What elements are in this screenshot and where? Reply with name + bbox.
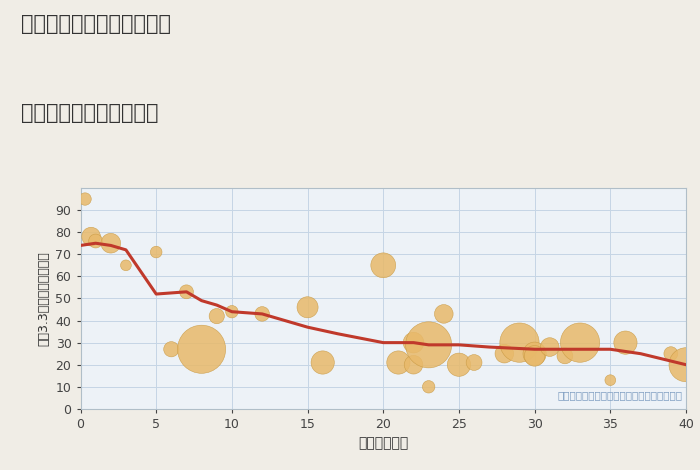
Point — [665, 350, 676, 357]
Point — [90, 237, 101, 245]
Y-axis label: 平（3.3㎡）単価（万円）: 平（3.3㎡）単価（万円） — [37, 251, 50, 346]
Point — [79, 195, 90, 203]
Point — [378, 261, 389, 269]
Point — [514, 339, 525, 346]
Point — [302, 304, 313, 311]
Point — [211, 313, 223, 320]
Point — [605, 376, 616, 384]
Point — [256, 310, 267, 318]
Point — [226, 308, 237, 315]
Point — [423, 341, 434, 349]
Point — [529, 352, 540, 360]
Point — [498, 350, 510, 357]
Point — [559, 352, 570, 360]
Point — [393, 359, 404, 366]
X-axis label: 築年数（年）: 築年数（年） — [358, 437, 408, 450]
Point — [680, 361, 692, 368]
Point — [408, 361, 419, 368]
Point — [150, 248, 162, 256]
Point — [468, 359, 480, 366]
Point — [620, 339, 631, 346]
Point — [120, 261, 132, 269]
Point — [575, 339, 586, 346]
Point — [408, 339, 419, 346]
Point — [454, 361, 465, 368]
Point — [85, 233, 97, 240]
Point — [529, 350, 540, 357]
Point — [181, 288, 192, 296]
Text: 円の大きさは、取引のあった物件面積を示す: 円の大きさは、取引のあった物件面積を示す — [558, 390, 683, 400]
Point — [196, 345, 207, 353]
Point — [423, 383, 434, 391]
Text: 築年数別中古戸建て価格: 築年数別中古戸建て価格 — [21, 103, 158, 124]
Point — [544, 343, 555, 351]
Point — [317, 359, 328, 366]
Point — [166, 345, 177, 353]
Text: 三重県津市河芸町久知野の: 三重県津市河芸町久知野の — [21, 14, 171, 34]
Point — [105, 239, 116, 247]
Point — [438, 310, 449, 318]
